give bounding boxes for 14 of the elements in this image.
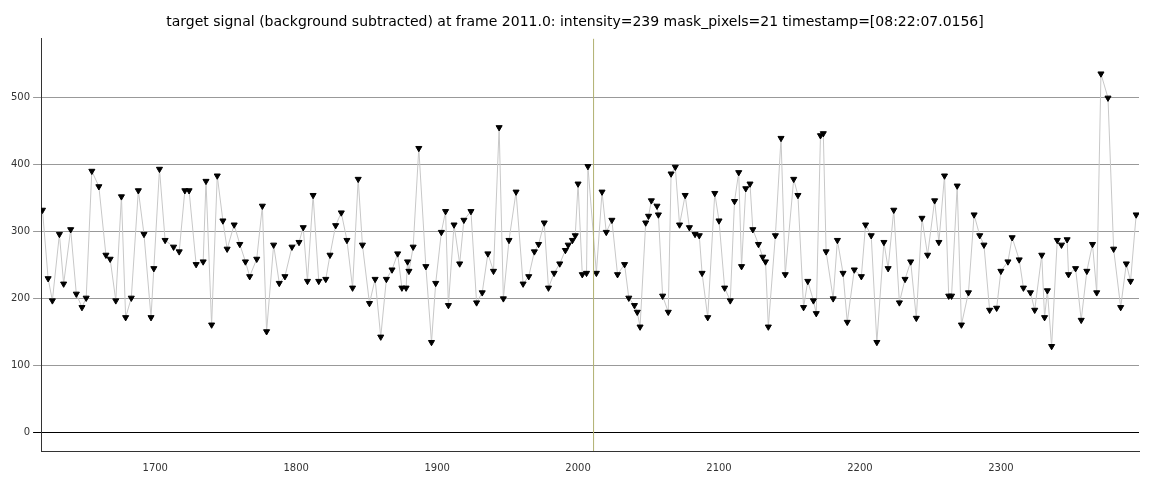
x-tick-label: 2100 (706, 461, 732, 473)
x-tick-label: 2000 (565, 461, 591, 473)
y-tick-label: 100 (10, 359, 31, 371)
y-tick-label: 400 (10, 157, 31, 169)
y-tick-label: 0 (23, 426, 31, 438)
x-tick-label: 2200 (847, 461, 873, 473)
x-tick-label: 1700 (142, 461, 168, 473)
y-tick-label: 200 (10, 292, 31, 304)
y-tick-label: 300 (10, 225, 31, 237)
y-tick-label: 500 (10, 90, 31, 102)
x-tick-label: 1900 (424, 461, 450, 473)
chart-title: target signal (background subtracted) at frame 2011.0: intensity=239 mask_pixels=21 timestamp=[08:22:07.0156] (166, 13, 984, 30)
x-tick-label: 1800 (283, 461, 309, 473)
x-tick-label: 2300 (988, 461, 1014, 473)
